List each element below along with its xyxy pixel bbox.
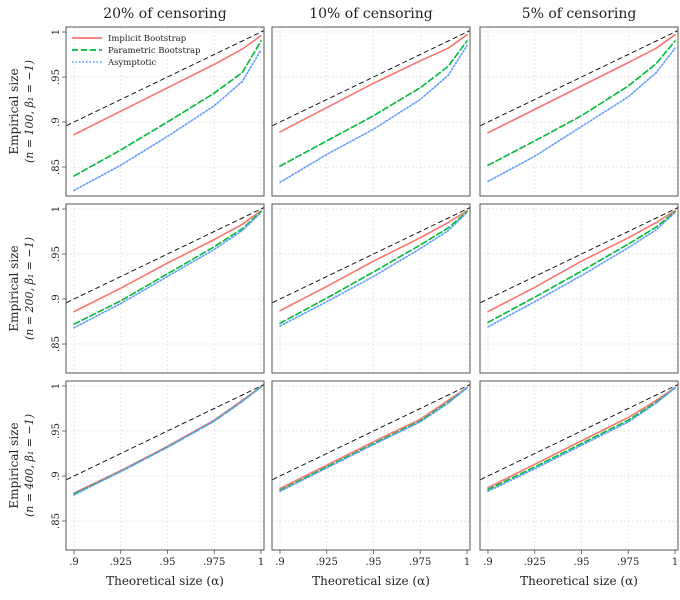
reference-line	[66, 207, 264, 304]
row-label-1: Empirical size (n = 100, β₁ = −1)	[7, 60, 36, 163]
reference-line	[272, 30, 470, 127]
series-implicit	[487, 33, 676, 134]
panel-r3-c3: .9 .925 .95 .975 1 Theoretical size (α)	[479, 380, 679, 588]
reference-line	[480, 384, 678, 481]
panel-r2-c1: .85 .9 .95 1	[51, 203, 265, 374]
x-axis-label-1: Theoretical size (α)	[106, 574, 224, 588]
panel-frame	[65, 380, 265, 551]
panel-r1-c2	[271, 26, 471, 197]
row-label-line1: Empirical size	[7, 245, 21, 331]
y-tick-label: .85	[51, 159, 62, 175]
panel-frame	[65, 203, 265, 374]
y-tick-label: 1	[51, 206, 62, 212]
reference-line	[480, 207, 678, 304]
y-tick-label: .9	[51, 117, 62, 127]
series-asymptotic	[279, 44, 468, 184]
x-tick-label: 1	[464, 557, 470, 568]
y-tick-label: 1	[51, 383, 62, 389]
x-tick-label: .95	[574, 557, 590, 568]
legend-label-3: Asymptotic	[107, 58, 156, 68]
series-implicit	[279, 33, 468, 133]
x-tick-label: .975	[409, 557, 431, 568]
panel-frame	[65, 26, 265, 197]
series-asymptotic	[279, 211, 468, 327]
panel-r3-c2: .9 .925 .95 .975 1 Theoretical size (α)	[271, 380, 471, 588]
column-title-1: 20% of censoring	[103, 6, 227, 22]
series-implicit	[487, 210, 676, 313]
x-tick-label: 1	[672, 557, 678, 568]
column-title-3: 5% of censoring	[522, 6, 637, 22]
panel-r2-c3	[479, 203, 679, 374]
x-tick-label: .975	[617, 557, 639, 568]
reference-line	[66, 384, 264, 481]
legend-label-1: Implicit Bootstrap	[108, 34, 187, 44]
x-axis-label-2: Theoretical size (α)	[312, 574, 430, 588]
series-parametric	[73, 210, 262, 326]
x-tick-label: .925	[524, 557, 546, 568]
series-parametric	[487, 386, 676, 491]
panel-frame	[479, 26, 679, 197]
reference-line	[66, 30, 264, 127]
row-label-line1: Empirical size	[7, 68, 21, 154]
row-label-line2: (n = 100, β₁ = −1)	[23, 60, 36, 163]
series-implicit	[487, 386, 676, 489]
y-tick-label: .9	[51, 471, 62, 481]
column-title-2: 10% of censoring	[309, 6, 433, 22]
x-tick-label: .925	[316, 557, 338, 568]
series-parametric	[487, 40, 676, 166]
panel-r1-c1: .85 .9 .95 1	[51, 26, 265, 197]
panel-r1-c3	[479, 26, 679, 197]
panel-frame	[271, 26, 471, 197]
series-parametric	[279, 40, 468, 167]
reference-line	[272, 207, 470, 304]
y-tick-label: 1	[51, 29, 62, 35]
row-label-2: Empirical size (n = 200, β₁ = −1)	[7, 237, 36, 340]
series-parametric	[279, 386, 468, 492]
series-implicit	[279, 210, 468, 312]
series-parametric	[73, 40, 262, 177]
panel-frame	[271, 203, 471, 374]
x-tick-label: .9	[483, 557, 493, 568]
panel-frame	[271, 380, 471, 551]
reference-line	[272, 384, 470, 481]
series-implicit	[73, 210, 262, 313]
x-tick-label: .975	[203, 557, 225, 568]
y-tick-label: .9	[51, 294, 62, 304]
y-tick-label: .95	[51, 246, 62, 262]
panel-frame	[479, 380, 679, 551]
series-asymptotic	[73, 49, 262, 192]
x-axis-label-3: Theoretical size (α)	[520, 574, 638, 588]
series-asymptotic	[279, 386, 468, 493]
series-asymptotic	[487, 47, 676, 183]
row-label-line1: Empirical size	[7, 422, 21, 508]
y-tick-label: .85	[51, 513, 62, 529]
series-implicit	[279, 386, 468, 490]
x-tick-label: 1	[258, 557, 264, 568]
x-tick-label: .9	[69, 557, 79, 568]
series-asymptotic	[73, 211, 262, 329]
series-parametric	[279, 210, 468, 325]
series-asymptotic	[487, 386, 676, 493]
series-parametric	[487, 210, 676, 324]
y-tick-label: .95	[51, 423, 62, 439]
panel-frame	[479, 203, 679, 374]
row-label-line2: (n = 400, β₁ = −1)	[23, 414, 36, 517]
panel-r3-c1: .85 .9 .95 1 .9 .925 .95 .975 1 Theoretical size …	[51, 380, 265, 588]
reference-line	[480, 30, 678, 127]
x-tick-label: .9	[275, 557, 285, 568]
x-tick-label: .925	[110, 557, 132, 568]
row-label-line2: (n = 200, β₁ = −1)	[23, 237, 36, 340]
series-asymptotic	[487, 211, 676, 328]
legend-label-2: Parametric Bootstrap	[108, 46, 201, 56]
row-label-3: Empirical size (n = 400, β₁ = −1)	[7, 414, 36, 517]
x-tick-label: .95	[160, 557, 176, 568]
series-implicit	[73, 34, 262, 136]
series-asymptotic	[73, 386, 262, 496]
x-tick-label: .95	[366, 557, 382, 568]
y-tick-label: .85	[51, 336, 62, 352]
legend: Implicit Bootstrap Parametric Bootstrap As…	[72, 34, 201, 68]
y-tick-label: .95	[51, 69, 62, 85]
panel-r2-c2	[271, 203, 471, 374]
